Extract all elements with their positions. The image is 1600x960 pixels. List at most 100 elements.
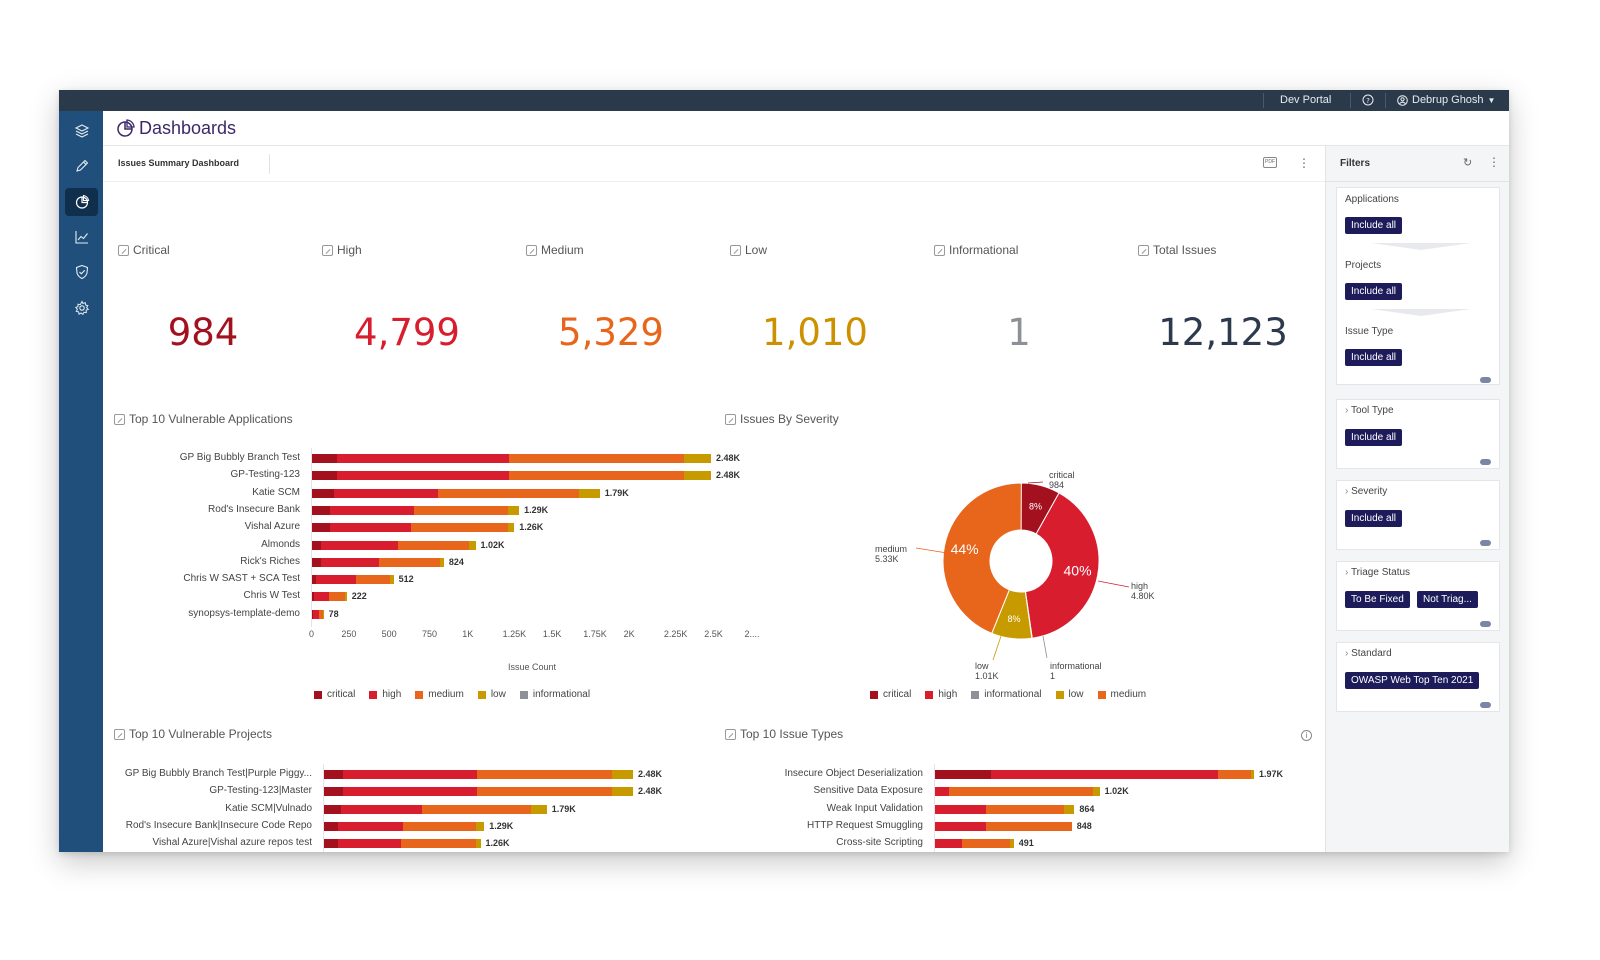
bar-segment-medium[interactable] <box>403 821 476 831</box>
bar-segment-high[interactable] <box>312 609 320 619</box>
bar-segment-high[interactable] <box>934 804 986 814</box>
bar-segment-high[interactable] <box>330 505 415 515</box>
chevron-right-icon[interactable]: › <box>1345 486 1352 497</box>
bar-segment-medium[interactable] <box>411 523 508 533</box>
bar-segment-low[interactable] <box>611 770 633 779</box>
expand-icon[interactable] <box>730 244 741 256</box>
more-options-icon[interactable]: ⋮ <box>1298 156 1310 170</box>
bar-segment-low[interactable] <box>507 505 520 515</box>
expand-icon[interactable] <box>322 244 333 256</box>
bar-segment-low[interactable] <box>1063 804 1075 814</box>
bar-segment-medium[interactable] <box>961 839 1011 849</box>
more-options-icon[interactable]: ⋮ <box>1488 155 1500 169</box>
expand-icon[interactable] <box>118 244 129 256</box>
bar-segment-high[interactable] <box>314 592 329 602</box>
bar-segment-medium[interactable] <box>438 488 579 498</box>
bar-segment-high[interactable] <box>340 804 422 814</box>
bar-segment-high[interactable] <box>336 454 510 463</box>
help-icon[interactable]: ? <box>1362 90 1374 111</box>
legend-item-high[interactable]: high <box>369 689 401 700</box>
bar-segment-medium[interactable] <box>378 557 441 567</box>
bar-segment-medium[interactable] <box>1218 770 1251 779</box>
reset-icon[interactable]: ↻ <box>1463 157 1473 169</box>
owasp-standard-button[interactable]: OWASP Web Top Ten 2021 <box>1345 672 1480 689</box>
legend-item-critical[interactable]: critical <box>870 689 911 700</box>
bar-segment-low[interactable] <box>1093 787 1100 797</box>
donut-slice-medium[interactable] <box>942 482 1022 634</box>
chevron-right-icon[interactable]: › <box>1345 567 1351 578</box>
user-menu[interactable]: Debrup Ghosh ▼ <box>1397 90 1495 111</box>
bar-segment-critical[interactable] <box>311 454 337 463</box>
bar-segment-critical[interactable] <box>311 557 321 567</box>
bar-segment-medium[interactable] <box>985 821 1072 831</box>
bar-segment-critical[interactable] <box>311 575 316 585</box>
dashboard-icon[interactable] <box>65 188 98 216</box>
bar-segment-critical[interactable] <box>311 592 315 602</box>
bar-segment-low[interactable] <box>530 804 547 814</box>
bar-segment-medium[interactable] <box>414 505 508 515</box>
dev-portal-link[interactable]: Dev Portal <box>1280 94 1332 106</box>
toggle[interactable] <box>1480 702 1491 708</box>
bar-segment-high[interactable] <box>990 770 1219 779</box>
legend-item-low[interactable]: low <box>1055 689 1084 700</box>
info-icon[interactable]: i <box>1301 730 1312 741</box>
bar-segment-medium[interactable] <box>356 575 391 585</box>
bar-segment-high[interactable] <box>338 839 401 849</box>
bar-segment-medium[interactable] <box>421 804 531 814</box>
bar-segment-high[interactable] <box>343 770 477 779</box>
bar-segment-low[interactable] <box>475 821 485 831</box>
bar-segment-high[interactable] <box>333 488 439 498</box>
bar-segment-medium[interactable] <box>509 471 684 481</box>
expand-icon[interactable] <box>114 728 125 740</box>
toggle[interactable] <box>1480 459 1491 465</box>
bar-segment-low[interactable] <box>611 787 633 797</box>
bar-segment-high[interactable] <box>320 557 379 567</box>
bar-segment-low[interactable] <box>578 488 600 498</box>
gear-icon[interactable] <box>65 294 98 322</box>
bar-segment-low[interactable] <box>1250 770 1254 779</box>
include-all-button[interactable]: Include all <box>1345 429 1403 446</box>
donut-slice-high[interactable] <box>1024 492 1100 639</box>
include-all-button[interactable]: Include all <box>1345 510 1403 527</box>
expand-icon[interactable] <box>526 244 537 256</box>
chevron-right-icon[interactable]: › <box>1345 648 1352 659</box>
shield-icon[interactable] <box>65 258 98 286</box>
bar-segment-low[interactable] <box>390 575 394 585</box>
expand-icon[interactable] <box>725 728 736 740</box>
bar-segment-critical[interactable] <box>311 505 331 515</box>
bar-segment-critical[interactable] <box>311 488 334 498</box>
toggle[interactable] <box>1480 540 1491 546</box>
expand-icon[interactable] <box>1138 244 1149 256</box>
bar-segment-critical[interactable] <box>311 540 321 550</box>
bar-segment-medium[interactable] <box>319 609 324 619</box>
bar-segment-high[interactable] <box>343 787 477 797</box>
bar-segment-medium[interactable] <box>985 804 1064 814</box>
bar-segment-high[interactable] <box>330 523 411 533</box>
bar-segment-high[interactable] <box>320 540 399 550</box>
bar-segment-low[interactable] <box>344 592 347 602</box>
toggle[interactable] <box>1480 377 1491 383</box>
legend-item-high[interactable]: high <box>925 689 957 700</box>
bar-segment-high[interactable] <box>934 821 986 831</box>
bar-segment-critical[interactable] <box>323 770 343 779</box>
legend-item-informational[interactable]: informational <box>971 689 1042 700</box>
bar-segment-low[interactable] <box>1010 839 1014 849</box>
bar-segment-critical[interactable] <box>323 839 338 849</box>
bar-segment-critical[interactable] <box>934 770 991 779</box>
expand-icon[interactable] <box>725 413 736 425</box>
expand-icon[interactable] <box>934 244 945 256</box>
bar-segment-low[interactable] <box>683 471 711 481</box>
expand-icon[interactable] <box>114 413 125 425</box>
bar-segment-high[interactable] <box>934 839 962 849</box>
not-triaged-button[interactable]: Not Triag... <box>1417 591 1478 608</box>
to-be-fixed-button[interactable]: To Be Fixed <box>1345 591 1410 608</box>
bar-segment-low[interactable] <box>507 523 515 533</box>
chevron-right-icon[interactable]: › <box>1345 405 1351 416</box>
dashboard-name[interactable]: Issues Summary Dashboard <box>118 158 240 168</box>
bar-segment-critical[interactable] <box>323 821 338 831</box>
bar-segment-low[interactable] <box>683 454 711 463</box>
bar-segment-medium[interactable] <box>328 592 345 602</box>
bar-segment-low[interactable] <box>475 839 481 849</box>
bar-segment-high[interactable] <box>934 787 949 797</box>
bar-segment-high[interactable] <box>338 821 403 831</box>
